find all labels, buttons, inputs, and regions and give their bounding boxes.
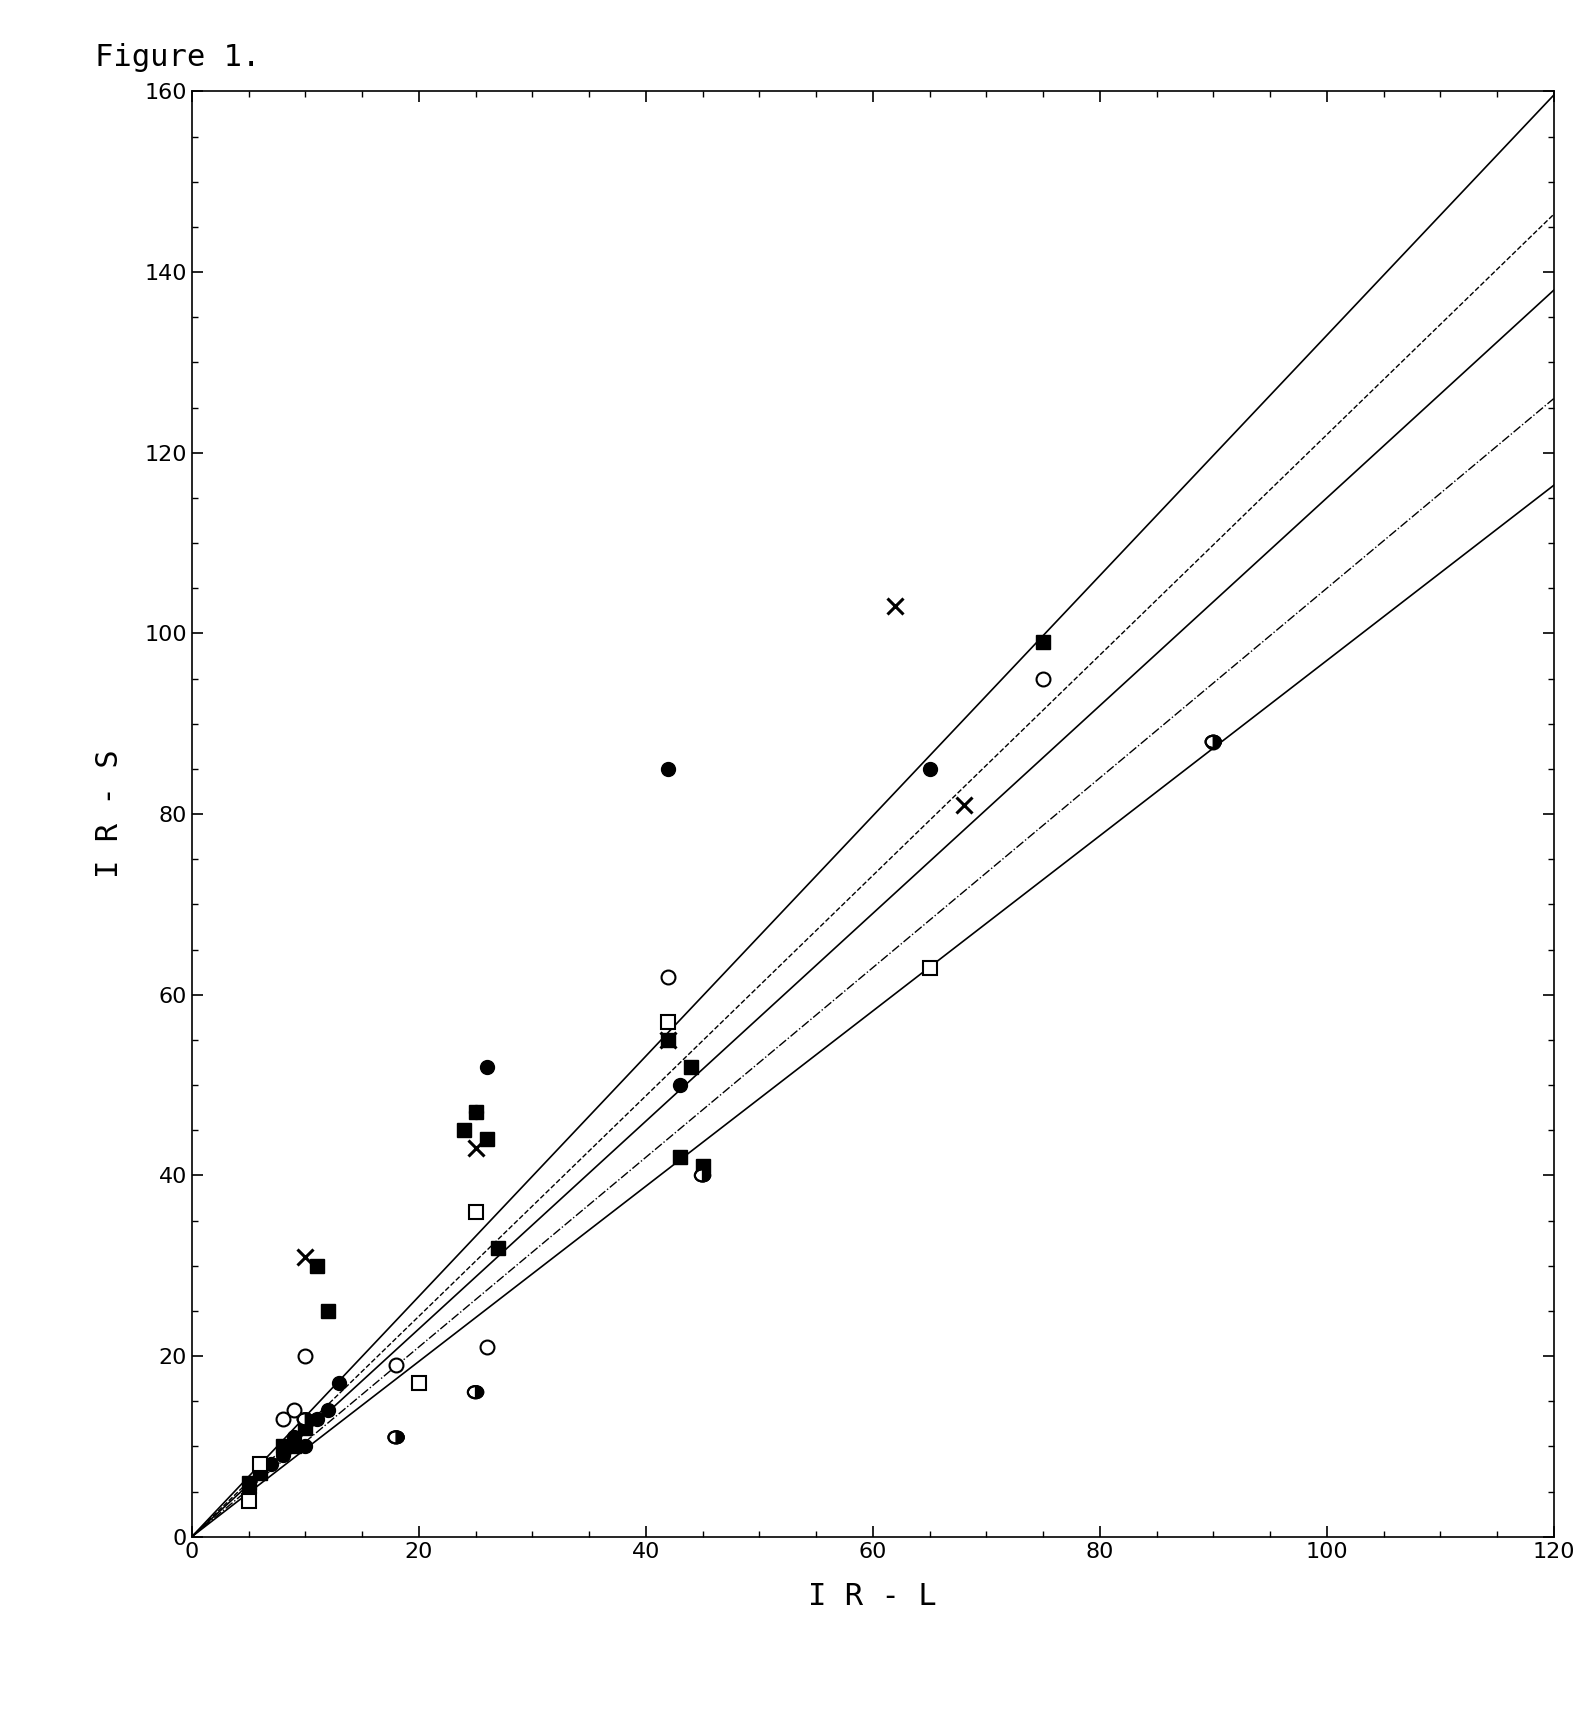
Circle shape — [467, 1387, 483, 1399]
Y-axis label: I R - S: I R - S — [94, 750, 124, 878]
Wedge shape — [703, 1169, 711, 1181]
Circle shape — [388, 1431, 404, 1443]
Circle shape — [695, 1169, 711, 1181]
Circle shape — [1205, 736, 1221, 748]
Wedge shape — [1213, 736, 1221, 748]
Circle shape — [297, 1412, 313, 1426]
Wedge shape — [475, 1387, 483, 1399]
Wedge shape — [396, 1431, 404, 1443]
X-axis label: I R - L: I R - L — [808, 1582, 937, 1611]
Text: Figure 1.: Figure 1. — [95, 43, 261, 72]
Wedge shape — [305, 1412, 313, 1426]
